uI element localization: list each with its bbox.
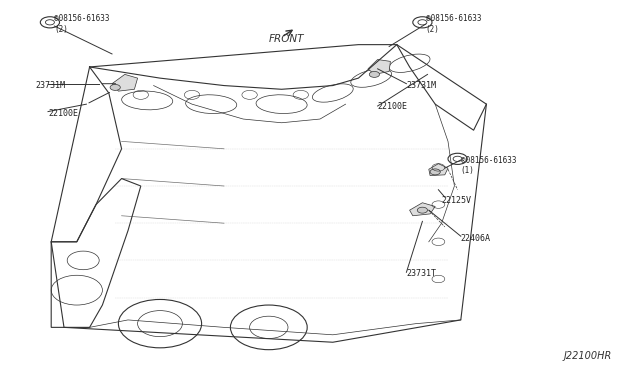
Text: ®08156-61633
(2): ®08156-61633 (2) (54, 15, 110, 34)
Circle shape (430, 169, 440, 175)
Text: FRONT: FRONT (269, 34, 304, 44)
Text: J22100HR: J22100HR (563, 351, 611, 361)
Text: 23731T: 23731T (406, 269, 436, 278)
Polygon shape (368, 60, 390, 74)
Circle shape (369, 71, 380, 77)
Polygon shape (410, 203, 435, 216)
Polygon shape (112, 74, 138, 91)
Text: 22100E: 22100E (48, 109, 78, 118)
Polygon shape (429, 164, 448, 176)
Text: 23731M: 23731M (406, 81, 436, 90)
Text: 23731M: 23731M (35, 81, 65, 90)
Text: ®08156-61633
(2): ®08156-61633 (2) (426, 15, 481, 34)
Text: 22406A: 22406A (461, 234, 491, 243)
Text: 22100E: 22100E (378, 102, 408, 110)
Text: ®08156-61633
(1): ®08156-61633 (1) (461, 156, 516, 175)
Circle shape (417, 207, 428, 213)
Circle shape (110, 84, 120, 90)
Text: 22125V: 22125V (442, 196, 472, 205)
